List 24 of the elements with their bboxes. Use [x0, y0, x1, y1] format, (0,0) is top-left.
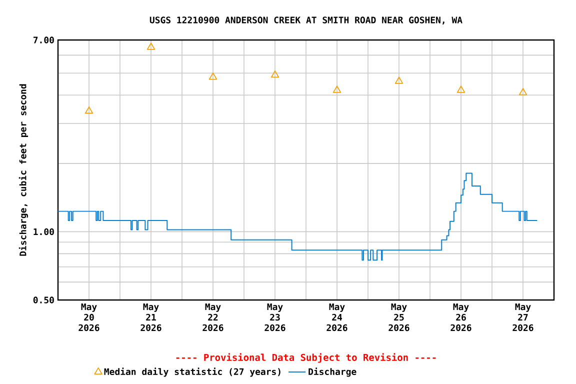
text: ---- Provisional Data Subject to Revision ---- [176, 353, 436, 363]
x-tick-label: May 23 2026 [264, 304, 286, 332]
point [394, 76, 404, 84]
x-tick-label: May 27 2026 [512, 304, 534, 332]
x-tick-label: May 26 2026 [450, 304, 472, 332]
x-tick-label: May 20 2026 [78, 304, 100, 332]
point [456, 86, 466, 93]
y-tick-label: 0.50 [33, 296, 54, 304]
point [518, 88, 528, 96]
x-tick-label: May 22 2026 [202, 304, 224, 332]
y-axis-title: Discharge, cubic feet per second [18, 84, 28, 256]
point [332, 86, 342, 93]
x-tick-label: May 21 2026 [140, 304, 162, 332]
chart-title: USGS 12210900 ANDERSON CREEK AT SMITH ROAD NEAR GOSHEN, WA [150, 16, 462, 24]
legend-label: Median daily statistic (27 years) [104, 368, 280, 377]
point [84, 106, 94, 114]
point [208, 72, 218, 80]
y-tick-label: 1.00 [34, 228, 54, 236]
legend-label: Discharge [308, 368, 356, 377]
point [270, 70, 280, 78]
point [146, 42, 156, 50]
x-tick-label: May 24 2026 [326, 304, 348, 332]
y-tick-label: 7.00 [33, 36, 54, 44]
x-tick-label: May 25 2026 [388, 304, 410, 332]
